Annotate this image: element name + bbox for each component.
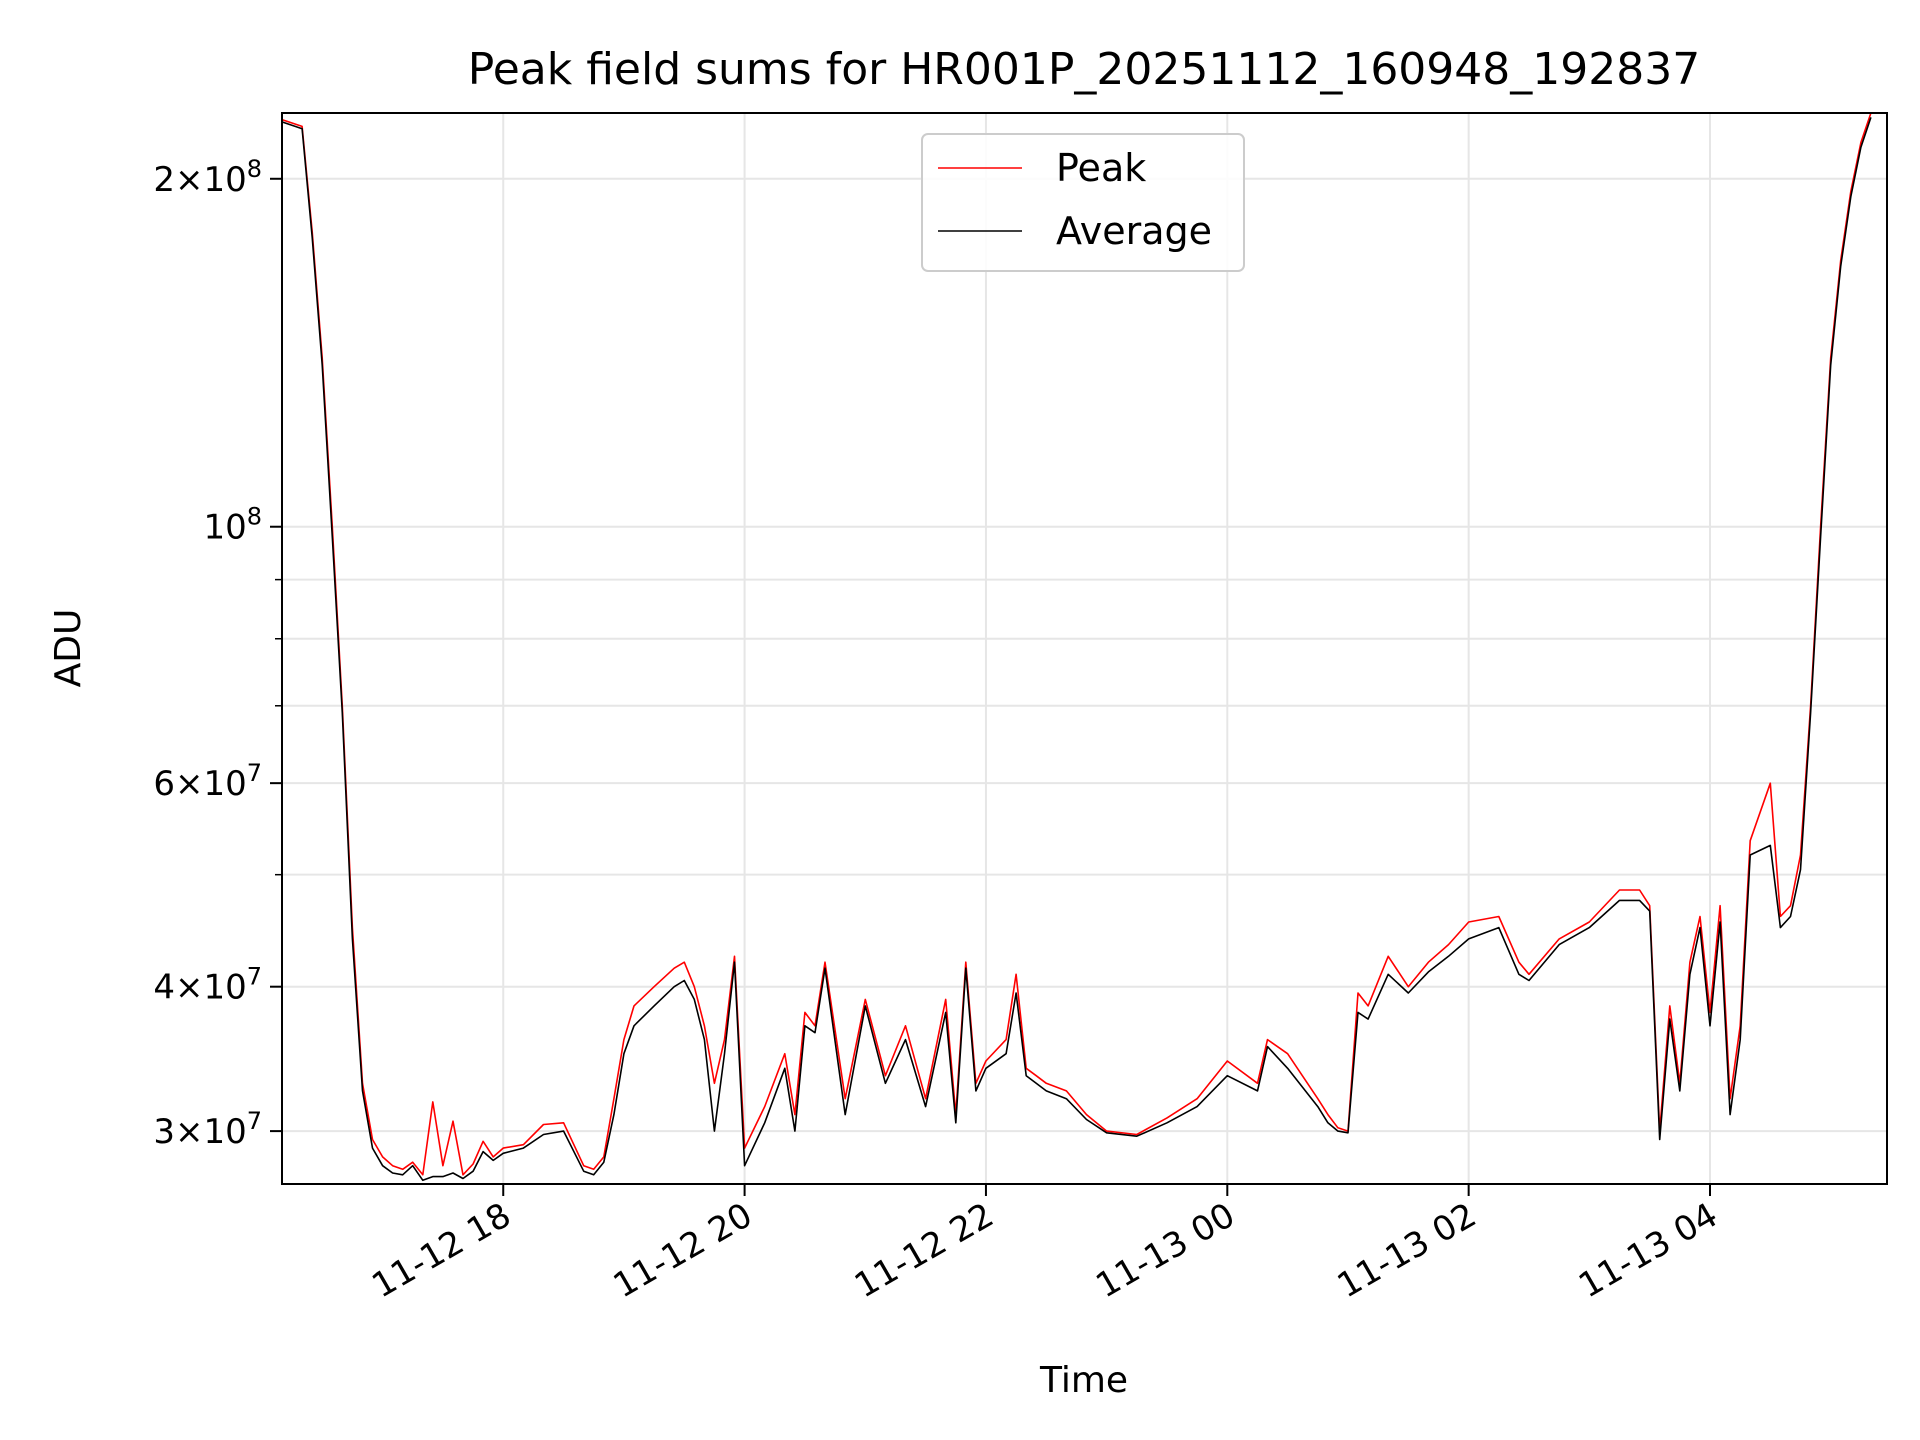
series-line-peak <box>282 113 1872 1176</box>
chart-title: Peak field sums for HR001P_20251112_1609… <box>468 44 1701 95</box>
plot-frame <box>281 112 1888 1185</box>
y-tick-label: 4×107 <box>153 963 262 1008</box>
y-tick-label: 6×107 <box>153 759 262 804</box>
legend: Peak Average <box>921 133 1245 272</box>
y-axis-label: ADU <box>48 609 89 688</box>
legend-peak-label: Peak <box>1056 146 1146 190</box>
series-line-average <box>282 117 1872 1182</box>
y-tick-label: 2×108 <box>153 155 262 200</box>
series-layer <box>282 113 1872 1182</box>
legend-average-label: Average <box>1056 209 1212 253</box>
y-tick-label: 3×107 <box>153 1107 262 1152</box>
x-axis-label: Time <box>1039 1360 1128 1401</box>
